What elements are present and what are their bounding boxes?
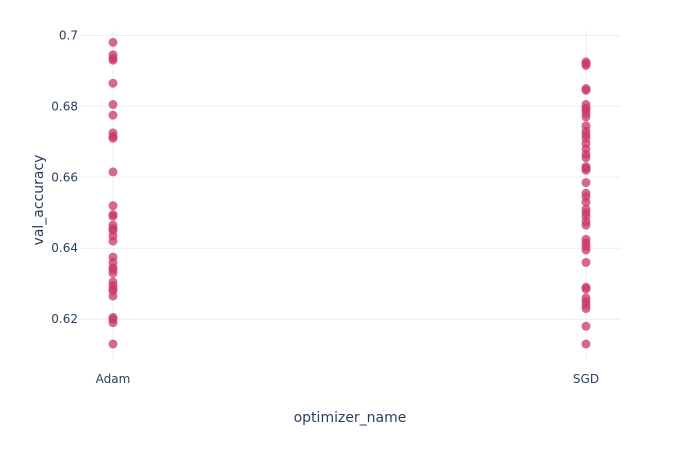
data-point: [582, 221, 591, 230]
data-point: [109, 318, 118, 327]
data-point: [582, 322, 591, 331]
data-point: [582, 166, 591, 175]
y-tick-label: 0.64: [51, 241, 78, 255]
x-axis: Adam SGD: [96, 372, 599, 386]
y-tick-label: 0.66: [51, 170, 78, 184]
data-point: [109, 292, 118, 301]
data-point: [582, 285, 591, 294]
data-point: [582, 61, 591, 70]
data-point: [109, 56, 118, 65]
grid: [80, 30, 620, 360]
data-point: [582, 304, 591, 313]
data-point: [109, 100, 118, 109]
data-point: [109, 134, 118, 143]
data-points: [109, 38, 591, 349]
data-point: [109, 79, 118, 88]
data-point: [109, 340, 118, 349]
data-point: [582, 258, 591, 267]
data-point: [582, 153, 591, 162]
y-tick-label: 0.68: [51, 99, 78, 113]
data-point: [582, 86, 591, 95]
x-tick-label: Adam: [96, 372, 131, 386]
data-point: [582, 112, 591, 121]
data-point: [582, 340, 591, 349]
y-axis-title: val_accuracy: [31, 155, 47, 246]
y-axis: 0.62 0.64 0.66 0.68 0.7: [51, 28, 78, 326]
data-point: [109, 212, 118, 221]
data-point: [109, 269, 118, 278]
x-tick-label: SGD: [573, 372, 599, 386]
data-point: [582, 178, 591, 187]
y-tick-label: 0.62: [51, 312, 78, 326]
data-point: [109, 167, 118, 176]
data-point: [109, 201, 118, 210]
data-point: [109, 237, 118, 246]
data-point: [582, 246, 591, 255]
x-axis-title: optimizer_name: [294, 410, 407, 426]
y-tick-label: 0.7: [59, 28, 78, 42]
data-point: [109, 38, 118, 47]
data-point: [109, 111, 118, 120]
